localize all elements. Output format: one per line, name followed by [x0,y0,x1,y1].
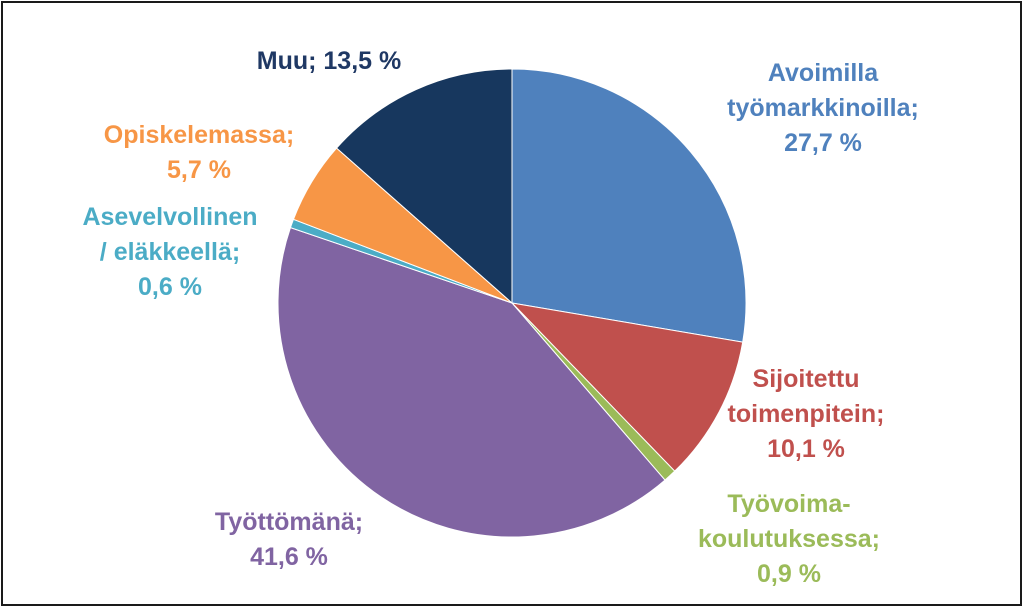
slice-label-3: Työttömänä; 41,6 % [215,508,363,571]
slice-label-3-line-0: Työttömänä; [215,508,363,536]
slice-label-0-line-2: 27,7 % [784,129,862,157]
slice-label-2: Työvoima-koulutuksessa; 0,9 % [698,490,880,588]
pie-labels: Avoimilla työmarkkinoilla; 27,7 % Sijoitett… [82,47,918,588]
slice-label-3-line-1: 41,6 % [250,543,328,571]
slice-label-0-line-1: työmarkkinoilla; [727,94,919,122]
pie-slice-0 [511,68,747,343]
slice-label-1-line-1: toimenpitein; [728,400,885,428]
slice-label-0-line-0: Avoimilla [768,59,879,87]
slice-label-4-line-0: Asevelvollinen [82,203,257,231]
slice-label-2-line-2: 0,9 % [757,560,821,588]
slice-label-1-line-0: Sijoitettu [753,365,860,393]
pie-chart: Avoimilla työmarkkinoilla; 27,7 % Sijoitett… [82,47,918,588]
slice-label-1-line-2: 10,1 % [767,435,845,463]
slice-label-0: Avoimilla työmarkkinoilla; 27,7 % [727,59,919,157]
slice-label-4: Asevelvollinen / eläkkeellä; 0,6 % [82,203,257,301]
pie-slice-6 [335,68,513,305]
slice-label-2-line-1: koulutuksessa; [698,525,880,553]
pie-slice-3 [277,226,666,538]
slice-label-5: Opiskelemassa; 5,7 % [104,121,294,184]
slice-label-5-line-1: 5,7 % [167,156,231,184]
slice-label-2-line-0: Työvoima- [727,490,850,518]
pie-slices [277,68,747,538]
slice-label-5-line-0: Opiskelemassa; [104,121,294,149]
slice-label-6-line-0: Muu; 13,5 % [257,47,401,75]
pie-slice-1 [510,302,744,472]
slice-label-1: Sijoitettu toimenpitein; 10,1 % [728,365,885,463]
slice-label-4-line-2: 0,6 % [138,273,202,301]
slice-label-4-line-1: / eläkkeellä; [100,238,240,266]
slice-label-6: Muu; 13,5 % [257,47,401,75]
